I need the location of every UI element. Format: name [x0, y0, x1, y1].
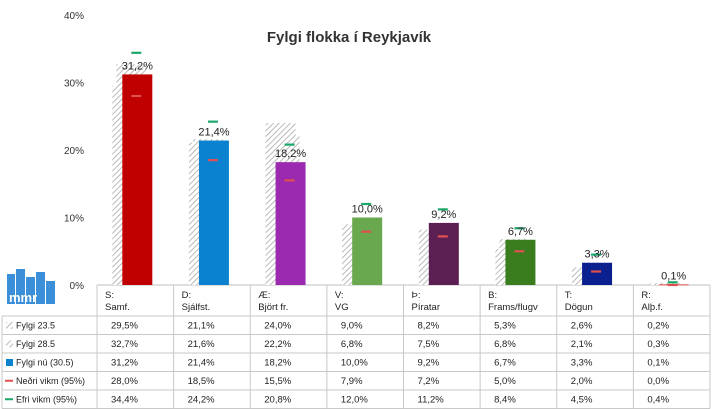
table-cell: 32,7%: [111, 339, 138, 350]
table-cell: 5,3%: [494, 321, 516, 332]
table-cell: 2,0%: [571, 376, 593, 387]
table-cell: 0,2%: [647, 321, 669, 332]
table-cell: 22,2%: [264, 339, 291, 350]
data-label: 3,3%: [585, 249, 610, 261]
table-cell: 12,0%: [341, 395, 368, 406]
category-name: Frams/flugv: [488, 302, 538, 313]
legend-key-hatched: [6, 340, 13, 348]
current-bar: [275, 162, 306, 285]
table-cell: 2,6%: [571, 321, 593, 332]
table-cell: 6,8%: [341, 339, 363, 350]
current-bar: [122, 74, 153, 286]
category-name: Dögun: [565, 302, 593, 313]
table-cell: 21,1%: [188, 321, 215, 332]
current-bar: [505, 239, 536, 285]
category-code: Þ:: [412, 290, 421, 301]
table-cell: 0,3%: [647, 339, 669, 350]
data-label: 0,1%: [661, 270, 686, 282]
category-name: Samf.: [105, 302, 130, 313]
y-axis: 0% 10% 20% 30% 40%: [64, 11, 710, 292]
current-bar: [352, 217, 383, 285]
table-cell: 3,3%: [571, 358, 593, 369]
data-label: 6,7%: [508, 226, 533, 238]
table-cell: 8,2%: [418, 321, 440, 332]
y-tick-label: 30%: [64, 79, 84, 90]
table-cell: 31,2%: [111, 358, 138, 369]
table-cell: 2,1%: [571, 339, 593, 350]
table-cell: 7,2%: [418, 376, 440, 387]
category-code: D:: [182, 290, 192, 301]
category-name: Píratar: [412, 302, 441, 313]
data-label: 9,2%: [431, 209, 456, 221]
table-cell: 20,8%: [264, 395, 291, 406]
table-cell: 18,2%: [264, 358, 291, 369]
current-bar: [198, 140, 229, 285]
table-cell: 4,5%: [571, 395, 593, 406]
table-cell: 28,0%: [111, 376, 138, 387]
table-cell: 24,0%: [264, 321, 291, 332]
table-cell: 0,0%: [647, 376, 669, 387]
table-cell: 7,5%: [418, 339, 440, 350]
data-table: S:Samf. D:Sjálfst. Æ:Björt fr. V:VG Þ:Pírata…: [1, 285, 711, 409]
data-label: 21,4%: [198, 127, 229, 139]
legend-key-hatched: [6, 322, 13, 329]
data-label: 10,0%: [352, 204, 383, 216]
data-label: 31,2%: [122, 60, 153, 72]
table-cell: 9,0%: [341, 321, 363, 332]
table-cell: 8,4%: [494, 395, 516, 406]
table-cell: 6,8%: [494, 339, 516, 350]
legend-label: Fylgi nú (30.5): [16, 358, 74, 368]
category-code: Æ:: [258, 290, 270, 301]
current-bar: [428, 222, 459, 285]
category-name: Björt fr.: [258, 302, 288, 313]
category-name: Sjálfst.: [182, 302, 211, 313]
table-cell: 15,5%: [264, 376, 291, 387]
table-cell: 11,2%: [418, 395, 445, 406]
table-cell: 7,9%: [341, 376, 363, 387]
y-tick-label: 10%: [64, 214, 84, 225]
legend-label: Fylgi 23.5: [16, 321, 55, 331]
table-cell: 18,5%: [188, 376, 215, 387]
mmr-logo: mmr: [7, 269, 55, 305]
table-cell: 9,2%: [418, 358, 440, 369]
category-code: S:: [105, 290, 114, 301]
legend-label: Fylgi 28.5: [16, 339, 55, 349]
data-label: 18,2%: [275, 148, 306, 160]
legend-label: Efri vikm (95%): [16, 395, 77, 405]
table-cell: 0,1%: [647, 358, 669, 369]
category-code: V:: [335, 290, 344, 301]
legend-label: Neðri vikm (95%): [16, 376, 85, 386]
y-tick-label: 20%: [64, 146, 84, 157]
table-cell: 10,0%: [341, 358, 368, 369]
category-name: Alþ.f.: [641, 302, 663, 313]
y-tick-label: 40%: [64, 11, 84, 22]
table-cell: 24,2%: [188, 395, 215, 406]
table-cell: 29,5%: [111, 321, 138, 332]
current-bar: [582, 262, 613, 285]
table-cell: 0,4%: [647, 395, 669, 406]
logo-text: mmr: [9, 290, 37, 305]
category-code: B:: [488, 290, 497, 301]
category-code: T:: [565, 290, 572, 301]
table-cell: 6,7%: [494, 358, 516, 369]
category-name: VG: [335, 302, 349, 313]
category-code: R:: [641, 290, 651, 301]
plot-area: 31,2% 21,4% 18,2% 10,0% 9,2% 6,7% 3,3% 0,1%: [112, 51, 689, 287]
chart-title: Fylgi flokka í Reykjavík: [267, 29, 432, 46]
legend-key-bar: [6, 359, 13, 366]
table-cell: 34,4%: [111, 395, 138, 406]
table-cell: 21,4%: [188, 358, 215, 369]
table-cell: 21,6%: [188, 339, 215, 350]
y-tick-label: 0%: [70, 281, 85, 292]
table-cell: 5,0%: [494, 376, 516, 387]
